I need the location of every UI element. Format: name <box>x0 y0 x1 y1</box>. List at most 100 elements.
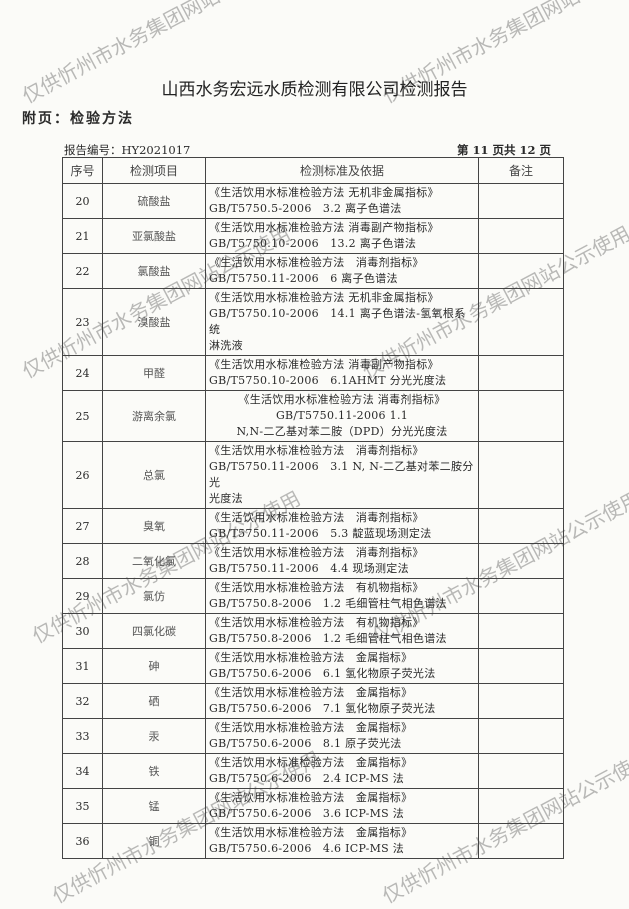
row-method: 《生活饮用水标准检验方法 有机物指标》 GB/T5750.8-2006 1.2 毛… <box>205 613 479 649</box>
row-no: 27 <box>62 508 103 544</box>
method-line-1: 《生活饮用水标准检验方法 金属指标》 <box>209 651 413 664</box>
method-line-2: GB/T5750.6-2006 6.1 氢化物原子荧光法 <box>209 667 436 680</box>
row-no: 36 <box>62 823 103 859</box>
row-remark <box>478 718 564 754</box>
row-remark <box>478 508 564 544</box>
methods-table: 序号 检测项目 检测标准及依据 备注 20 硫酸盐 《生活饮用水标准检验方法 无… <box>62 157 564 859</box>
method-line-1: 《生活饮用水标准检验方法 有机物指标》 <box>209 616 424 629</box>
table-row: 34 铁 《生活饮用水标准检验方法 金属指标》 GB/T5750.6-2006 2… <box>62 753 564 789</box>
row-item: 砷 <box>102 648 206 684</box>
table-row: 20 硫酸盐 《生活饮用水标准检验方法 无机非金属指标》 GB/T5750.5-2… <box>62 183 564 219</box>
method-line-1: 《生活饮用水标准检验方法 金属指标》 <box>209 791 413 804</box>
table-row: 32 硒 《生活饮用水标准检验方法 金属指标》 GB/T5750.6-2006 7… <box>62 683 564 719</box>
method-line-2: GB/T5750.8-2006 1.2 毛细管柱气相色谱法 <box>209 632 447 645</box>
col-remark: 备注 <box>478 157 564 184</box>
row-no: 32 <box>62 683 103 719</box>
method-line-2: GB/T5750.11-2006 3.1 N, N-二乙基对苯二胺分光 <box>209 460 474 489</box>
row-remark <box>478 578 564 614</box>
row-no: 22 <box>62 253 103 289</box>
method-line-2: GB/T5750.6-2006 2.4 ICP-MS 法 <box>209 772 405 785</box>
row-remark <box>478 218 564 254</box>
method-line-1: 《生活饮用水标准检验方法 金属指标》 <box>209 756 413 769</box>
row-method: 《生活饮用水标准检验方法 消毒剂指标》 GB/T5750.11-2006 4.4 … <box>205 543 479 579</box>
method-line-2: GB/T5750.11-2006 4.4 现场测定法 <box>209 562 409 575</box>
row-method: 《生活饮用水标准检验方法 消毒剂指标》 GB/T5750.11-2006 6 离子… <box>205 253 479 289</box>
table-row: 22 氯酸盐 《生活饮用水标准检验方法 消毒剂指标》 GB/T5750.11-20… <box>62 253 564 289</box>
row-method: 《生活饮用水标准检验方法 金属指标》 GB/T5750.6-2006 3.6 IC… <box>205 788 479 824</box>
row-method: 《生活饮用水标准检验方法 消毒副产物指标》 GB/T5750.10-2006 13… <box>205 218 479 254</box>
method-line-1: 《生活饮用水标准检验方法 消毒剂指标》 <box>209 444 424 457</box>
row-item: 氯仿 <box>102 578 206 614</box>
row-item: 总氯 <box>102 441 206 509</box>
method-line-3: 光度法 <box>209 492 243 505</box>
row-method: 《生活饮用水标准检验方法 金属指标》 GB/T5750.6-2006 8.1 原子… <box>205 718 479 754</box>
row-item: 臭氧 <box>102 508 206 544</box>
table-row: 33 汞 《生活饮用水标准检验方法 金属指标》 GB/T5750.6-2006 8… <box>62 718 564 754</box>
row-item: 四氯化碳 <box>102 613 206 649</box>
row-method: 《生活饮用水标准检验方法 消毒剂指标》 GB/T5750.11-2006 1.1 N… <box>205 390 479 442</box>
method-line-2: GB/T5750.11-2006 6 离子色谱法 <box>209 272 398 285</box>
row-method: 《生活饮用水标准检验方法 消毒剂指标》 GB/T5750.11-2006 5.3 … <box>205 508 479 544</box>
row-no: 28 <box>62 543 103 579</box>
method-line-1: 《生活饮用水标准检验方法 消毒剂指标》 <box>209 546 424 559</box>
row-method: 《生活饮用水标准检验方法 有机物指标》 GB/T5750.8-2006 1.2 毛… <box>205 578 479 614</box>
table-row: 26 总氯 《生活饮用水标准检验方法 消毒剂指标》 GB/T5750.11-200… <box>62 441 564 509</box>
row-item: 溴酸盐 <box>102 288 206 356</box>
row-remark <box>478 390 564 442</box>
row-no: 33 <box>62 718 103 754</box>
method-line-3: N,N-二乙基对苯二胺（DPD）分光光度法 <box>236 425 448 438</box>
row-no: 30 <box>62 613 103 649</box>
row-item: 硒 <box>102 683 206 719</box>
row-item: 甲醛 <box>102 355 206 391</box>
row-item: 亚氯酸盐 <box>102 218 206 254</box>
row-remark <box>478 183 564 219</box>
col-method: 检测标准及依据 <box>205 157 479 184</box>
method-line-1: 《生活饮用水标准检验方法 无机非金属指标》 <box>209 186 439 199</box>
method-line-2: GB/T5750.5-2006 3.2 离子色谱法 <box>209 202 402 215</box>
row-no: 35 <box>62 788 103 824</box>
row-no: 26 <box>62 441 103 509</box>
method-line-2: GB/T5750.6-2006 4.6 ICP-MS 法 <box>209 842 405 855</box>
row-method: 《生活饮用水标准检验方法 金属指标》 GB/T5750.6-2006 6.1 氢化… <box>205 648 479 684</box>
row-remark <box>478 788 564 824</box>
method-line-2: GB/T5750.11-2006 5.3 靛蓝现场测定法 <box>209 527 432 540</box>
method-line-1: 《生活饮用水标准检验方法 金属指标》 <box>209 686 413 699</box>
col-no: 序号 <box>62 157 103 184</box>
row-remark <box>478 613 564 649</box>
table-row: 35 锰 《生活饮用水标准检验方法 金属指标》 GB/T5750.6-2006 3… <box>62 788 564 824</box>
col-item: 检测项目 <box>102 157 206 184</box>
row-remark <box>478 441 564 509</box>
row-item: 铜 <box>102 823 206 859</box>
row-method: 《生活饮用水标准检验方法 消毒剂指标》 GB/T5750.11-2006 3.1 … <box>205 441 479 509</box>
row-remark <box>478 288 564 356</box>
page-indicator: 第 11 页共 12 页 <box>456 143 551 157</box>
method-line-2: GB/T5750.10-2006 6.1AHMT 分光光度法 <box>209 374 447 387</box>
report-title: 山西水务宏远水质检测有限公司检测报告 <box>161 80 468 100</box>
method-line-3: 淋洗液 <box>209 339 243 352</box>
table-row: 30 四氯化碳 《生活饮用水标准检验方法 有机物指标》 GB/T5750.8-20… <box>62 613 564 649</box>
report-number: 报告编号：HY2021017 <box>64 143 191 157</box>
table-row: 21 亚氯酸盐 《生活饮用水标准检验方法 消毒副产物指标》 GB/T5750.10… <box>62 218 564 254</box>
row-remark <box>478 683 564 719</box>
method-line-1: 《生活饮用水标准检验方法 消毒剂指标》 <box>209 511 424 524</box>
table-row: 25 游离余氯 《生活饮用水标准检验方法 消毒剂指标》 GB/T5750.11-2… <box>62 390 564 442</box>
row-no: 34 <box>62 753 103 789</box>
row-remark <box>478 253 564 289</box>
row-method: 《生活饮用水标准检验方法 金属指标》 GB/T5750.6-2006 7.1 氢化… <box>205 683 479 719</box>
row-remark <box>478 543 564 579</box>
table-row: 27 臭氧 《生活饮用水标准检验方法 消毒剂指标》 GB/T5750.11-200… <box>62 508 564 544</box>
table-row: 28 二氧化氯 《生活饮用水标准检验方法 消毒剂指标》 GB/T5750.11-2… <box>62 543 564 579</box>
row-remark <box>478 753 564 789</box>
method-line-1: 《生活饮用水标准检验方法 金属指标》 <box>209 721 413 734</box>
table-row: 36 铜 《生活饮用水标准检验方法 金属指标》 GB/T5750.6-2006 4… <box>62 823 564 859</box>
row-no: 23 <box>62 288 103 356</box>
row-item: 锰 <box>102 788 206 824</box>
row-item: 汞 <box>102 718 206 754</box>
method-line-2: GB/T5750.10-2006 14.1 离子色谱法-氢氧根系统 <box>209 307 466 336</box>
row-method: 《生活饮用水标准检验方法 无机非金属指标》 GB/T5750.10-2006 14… <box>205 288 479 356</box>
method-line-1: 《生活饮用水标准检验方法 消毒副产物指标》 <box>209 221 439 234</box>
row-item: 硫酸盐 <box>102 183 206 219</box>
method-line-2: GB/T5750.6-2006 8.1 原子荧光法 <box>209 737 402 750</box>
row-item: 氯酸盐 <box>102 253 206 289</box>
table-row: 29 氯仿 《生活饮用水标准检验方法 有机物指标》 GB/T5750.8-2006… <box>62 578 564 614</box>
